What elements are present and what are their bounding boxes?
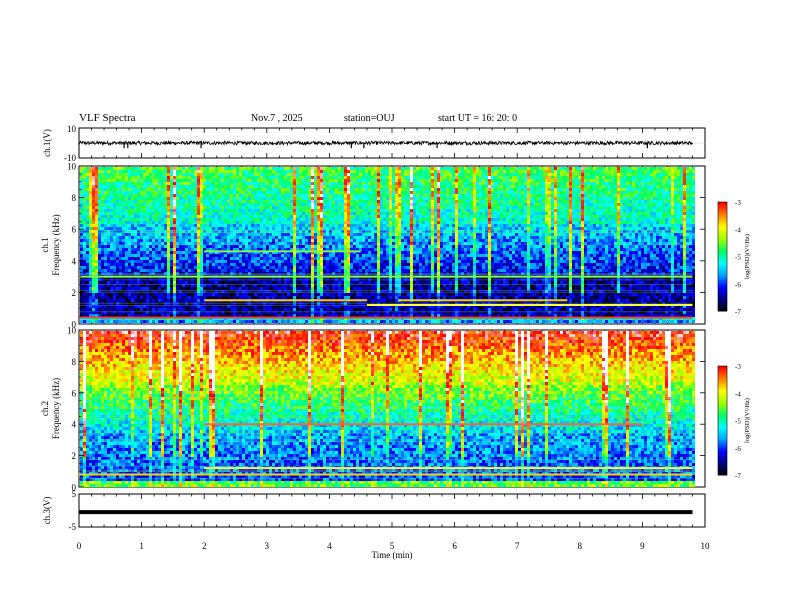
ch2-spectrogram-colorbar-tick-label: -7 bbox=[735, 472, 741, 480]
ch1-ylabel: ch.1(V) bbox=[42, 129, 52, 157]
ch1-trace bbox=[78, 139, 693, 147]
ch1-spectrogram-ytick-label: 0 bbox=[72, 320, 77, 330]
ch1-spectrogram-ytick-label: 4 bbox=[72, 256, 77, 266]
x-tick-label: 4 bbox=[327, 541, 332, 551]
start-time-label: start UT = 16: 20: 0 bbox=[438, 113, 517, 124]
x-tick-label: 1 bbox=[139, 541, 144, 551]
ch2-spectrogram-colorbar-tick-label: -5 bbox=[735, 418, 741, 426]
ch2-spectrogram-colorbar-tick-label: -4 bbox=[735, 390, 741, 398]
ch2-spectrogram-ylabel: Frequency (kHz) bbox=[51, 378, 61, 439]
ch1-spectrogram-ytick-label: 2 bbox=[72, 288, 77, 298]
ch2-spectrogram-colorbar-frame bbox=[717, 365, 728, 476]
ch1-spectrogram-image bbox=[80, 167, 695, 323]
ch2-spectrogram-colorbar-tick-label: -6 bbox=[735, 445, 741, 453]
station-label: station=OUJ bbox=[344, 113, 395, 124]
ch3-ylabel: ch.3(V) bbox=[42, 497, 52, 525]
ch1-spectrogram-colorbar-frame bbox=[717, 201, 728, 312]
ch1-spectrogram-ylabel-channel: ch.1 bbox=[40, 237, 50, 252]
ch1-spectrogram-colorbar-tick-label: -5 bbox=[735, 254, 741, 262]
ch1-ytick-label: -10 bbox=[64, 153, 76, 163]
ch2-spectrogram-ytick-label: 0 bbox=[72, 483, 77, 493]
ch2-spectrogram-ytick-label: 2 bbox=[72, 451, 77, 461]
ch3-ytick-label: -5 bbox=[69, 522, 77, 532]
ch2-spectrogram-ytick-label: 4 bbox=[72, 420, 77, 430]
ch1-spectrogram-colorbar-tick-label: -4 bbox=[735, 226, 741, 234]
ch1-spectrogram-ytick-label: 8 bbox=[72, 193, 77, 203]
ch2-spectrogram-colorbar: -3 -4 -5 -6 -7 log(PSD)(V²/Hz) bbox=[717, 363, 751, 480]
x-axis-label: Time (min) bbox=[372, 550, 413, 560]
ch3-ytick-label: 5 bbox=[72, 489, 77, 499]
ch2-spectrogram-colorbar-tick-label: -3 bbox=[735, 363, 741, 371]
x-tick-label: 5 bbox=[390, 541, 395, 551]
ch2-spectrogram-image bbox=[80, 331, 695, 487]
ch1-spectrogram-colorbar-tick-label: -3 bbox=[735, 199, 741, 207]
ch1-spectrogram-colorbar: -3 -4 -5 -6 -7 log(PSD)(V²/Hz) bbox=[717, 199, 751, 316]
ch1-spectrogram-colorbar-tick-label: -6 bbox=[735, 281, 741, 289]
x-tick-label: 10 bbox=[701, 541, 711, 551]
ch1-spectrogram-colorbar-label: log(PSD)(V²/Hz) bbox=[744, 234, 751, 279]
ch1-spectrogram-ytick-label: 6 bbox=[72, 225, 77, 235]
x-tick-label: 2 bbox=[202, 541, 207, 551]
ch2-spectrogram-ylabel-channel: ch.2 bbox=[40, 401, 50, 416]
ch1-spectrogram-ylabel: Frequency (kHz) bbox=[51, 214, 61, 275]
x-tick-label: 0 bbox=[77, 541, 82, 551]
x-tick-label: 9 bbox=[640, 541, 645, 551]
x-tick-label: 6 bbox=[452, 541, 457, 551]
ch2-spectrogram-ytick-label: 8 bbox=[72, 357, 77, 367]
x-tick-label: 8 bbox=[578, 541, 583, 551]
ch1-spectrogram-colorbar-tick-label: -7 bbox=[735, 308, 741, 316]
x-tick-label: 7 bbox=[515, 541, 520, 551]
ch1-ytick-label: 10 bbox=[67, 124, 77, 134]
x-tick-label: 3 bbox=[265, 541, 270, 551]
date-label: Nov.7 , 2025 bbox=[251, 113, 303, 124]
ch1-spectrogram-ytick-label: 10 bbox=[67, 162, 77, 172]
chart-title: VLF Spectra bbox=[79, 112, 136, 124]
ch2-spectrogram-ytick-label: 10 bbox=[67, 326, 77, 336]
ch2-spectrogram-ytick-label: 6 bbox=[72, 388, 77, 398]
ch2-spectrogram-colorbar-label: log(PSD)(V²/Hz) bbox=[744, 398, 751, 443]
